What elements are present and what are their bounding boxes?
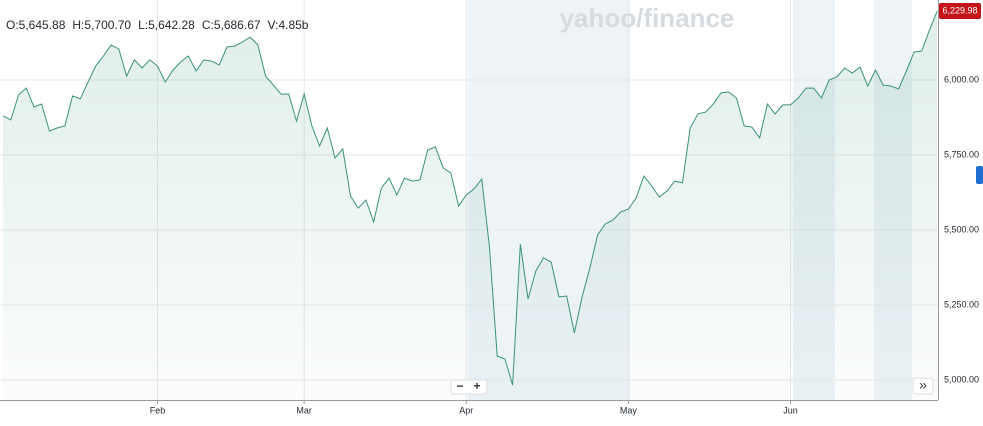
zoom-control: [450, 379, 488, 395]
x-tick-label: Feb: [150, 405, 166, 415]
expand-button[interactable]: [912, 377, 934, 395]
x-tick-label: May: [620, 405, 638, 415]
ohlc-value: L:5,642.28: [138, 18, 195, 32]
zoom-out[interactable]: −: [456, 379, 463, 393]
ohlc-value: V:4.85b: [268, 18, 309, 32]
watermark: yahoo/finance: [560, 3, 735, 33]
price-line: [2, 10, 938, 386]
last-price-label: 6,229.98: [942, 5, 977, 15]
x-tick-label: Jun: [783, 405, 798, 415]
y-tick-label: 5,750.00: [944, 149, 979, 159]
zoom-in[interactable]: +: [473, 379, 480, 393]
x-tick-label: Mar: [296, 405, 312, 415]
area-fill: [3, 11, 938, 400]
ohlc-value: H:5,700.70: [72, 18, 131, 32]
ohlc-value: O:5,645.88: [6, 18, 66, 32]
y-tick-label: 5,500.00: [944, 224, 979, 234]
y-tick-label: 5,250.00: [944, 299, 979, 309]
last-price-badge: [939, 3, 981, 20]
ohlc-value: C:5,686.67: [202, 18, 261, 32]
side-tab[interactable]: [976, 166, 983, 184]
expand-icon[interactable]: »: [919, 377, 927, 393]
y-tick-label: 5,000.00: [944, 374, 979, 384]
y-tick-label: 6,000.00: [944, 74, 979, 84]
x-tick-label: Apr: [459, 405, 473, 415]
